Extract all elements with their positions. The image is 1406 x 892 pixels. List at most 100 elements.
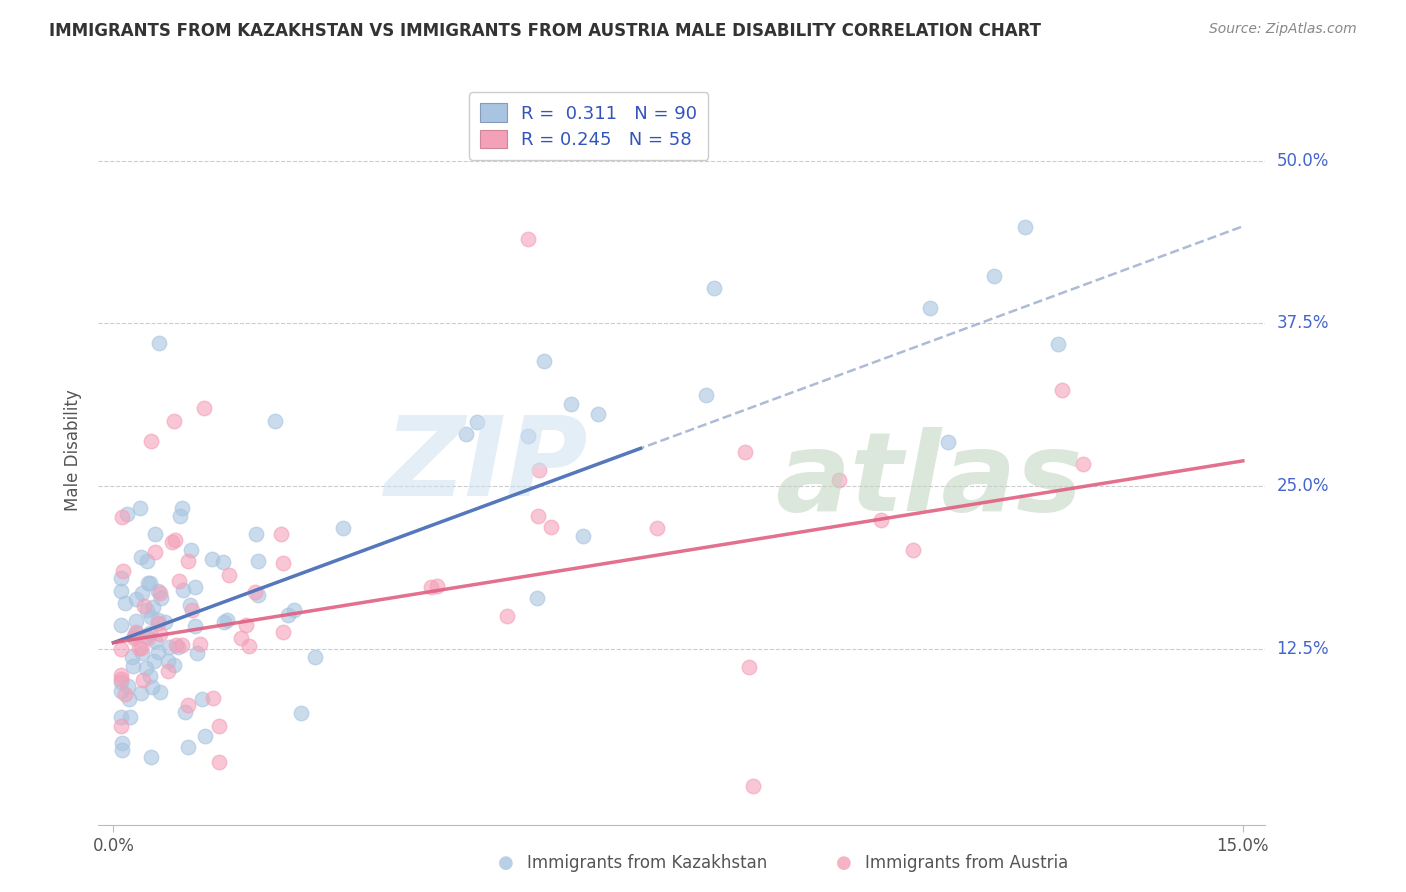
Point xyxy=(110,675,132,690)
Point xyxy=(131,646,153,660)
Point xyxy=(165,638,187,652)
Point xyxy=(143,545,166,559)
Point xyxy=(136,603,159,617)
Point xyxy=(117,508,139,522)
Point xyxy=(703,281,725,295)
Point xyxy=(153,615,176,630)
Point xyxy=(869,513,891,527)
Point xyxy=(332,521,354,535)
Text: 37.5%: 37.5% xyxy=(1277,314,1329,333)
Point xyxy=(110,584,132,599)
Text: atlas: atlas xyxy=(775,427,1083,534)
Point xyxy=(110,683,132,698)
Point xyxy=(162,534,184,549)
Point xyxy=(918,301,941,315)
Point xyxy=(135,661,157,675)
Point xyxy=(273,556,295,570)
Text: Immigrants from Kazakhstan: Immigrants from Kazakhstan xyxy=(527,855,768,872)
Point xyxy=(177,739,200,754)
Point xyxy=(125,625,148,640)
Point xyxy=(167,640,190,654)
Point xyxy=(247,588,270,602)
Point xyxy=(540,520,562,534)
Point xyxy=(129,549,152,564)
Point xyxy=(114,596,136,610)
Point xyxy=(426,579,449,593)
Point xyxy=(149,585,172,599)
Point xyxy=(179,598,201,612)
Point xyxy=(170,500,193,515)
Point xyxy=(190,691,212,706)
Point xyxy=(111,509,134,524)
Point xyxy=(163,533,186,548)
Point xyxy=(238,639,260,653)
Legend: R =  0.311   N = 90, R = 0.245   N = 58: R = 0.311 N = 90, R = 0.245 N = 58 xyxy=(470,93,709,160)
Point xyxy=(526,591,548,606)
Point xyxy=(122,659,145,673)
Point xyxy=(742,779,765,793)
Text: IMMIGRANTS FROM KAZAKHSTAN VS IMMIGRANTS FROM AUSTRIA MALE DISABILITY CORRELATIO: IMMIGRANTS FROM KAZAKHSTAN VS IMMIGRANTS… xyxy=(49,22,1042,40)
Point xyxy=(139,434,162,448)
Point xyxy=(139,669,162,683)
Point xyxy=(110,668,132,682)
Point xyxy=(177,554,200,568)
Point xyxy=(290,706,312,721)
Point xyxy=(148,613,170,627)
Point xyxy=(135,629,157,643)
Point xyxy=(190,637,212,651)
Point xyxy=(586,407,609,421)
Point xyxy=(304,650,326,665)
Point xyxy=(117,679,139,693)
Point xyxy=(738,660,761,674)
Text: 50.0%: 50.0% xyxy=(1277,152,1329,169)
Point xyxy=(901,543,924,558)
Point xyxy=(118,691,141,706)
Point xyxy=(184,619,207,633)
Point xyxy=(645,521,668,535)
Point xyxy=(163,657,186,672)
Point xyxy=(533,354,555,368)
Point xyxy=(110,672,132,686)
Point xyxy=(118,710,141,724)
Point xyxy=(1047,337,1070,351)
Point xyxy=(218,568,240,582)
Point xyxy=(496,609,519,624)
Point xyxy=(271,624,294,639)
Point xyxy=(146,615,169,630)
Point xyxy=(212,555,235,569)
Point xyxy=(141,610,163,624)
Point xyxy=(121,650,143,665)
Point xyxy=(149,684,172,698)
Point xyxy=(235,618,257,632)
Point xyxy=(167,574,190,588)
Point xyxy=(138,626,160,640)
Point xyxy=(184,580,207,594)
Point xyxy=(246,554,269,568)
Point xyxy=(139,576,162,591)
Point xyxy=(231,632,253,646)
Point xyxy=(169,508,191,523)
Point xyxy=(124,631,146,645)
Point xyxy=(110,642,132,657)
Point xyxy=(131,640,153,655)
Point xyxy=(186,646,208,660)
Point xyxy=(456,427,478,442)
Point xyxy=(214,615,236,629)
Point xyxy=(110,718,132,732)
Point xyxy=(194,730,217,744)
Point xyxy=(128,500,150,515)
Point xyxy=(201,691,224,706)
Point xyxy=(217,613,239,627)
Point xyxy=(111,736,134,750)
Text: ZIP: ZIP xyxy=(385,412,589,519)
Point xyxy=(277,608,299,623)
Point xyxy=(1014,219,1036,234)
Point xyxy=(131,686,153,700)
Point xyxy=(125,626,148,640)
Point xyxy=(157,640,180,654)
Point xyxy=(1071,458,1094,472)
Point xyxy=(134,599,156,614)
Point xyxy=(419,580,441,594)
Point xyxy=(128,640,150,655)
Point xyxy=(465,415,488,429)
